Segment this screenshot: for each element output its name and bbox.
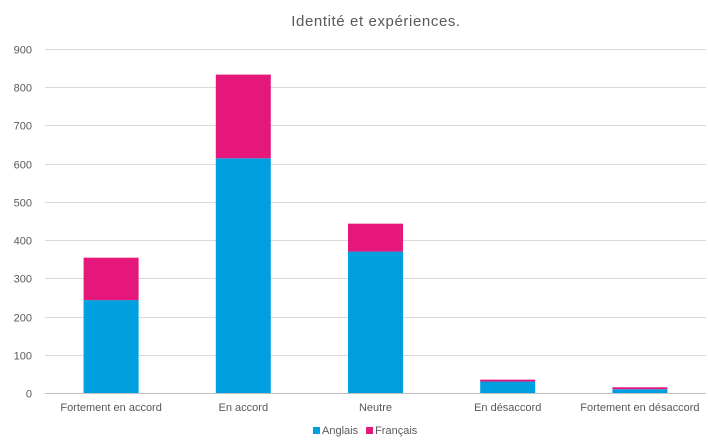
y-tick-label: 200	[14, 313, 32, 325]
bar-fran-ais-0	[83, 257, 139, 301]
bar-anglais-0	[83, 300, 139, 393]
bar-fran-ais-4	[612, 387, 668, 390]
x-category-label: Fortement en désaccord	[580, 402, 699, 414]
chart-title: Identité et expériences.	[291, 13, 461, 30]
y-tick-label: 0	[26, 389, 32, 401]
bar-anglais-1	[215, 158, 271, 393]
y-tick-label: 800	[14, 83, 32, 95]
bar-fran-ais-3	[480, 379, 536, 382]
bar-anglais-2	[348, 251, 403, 393]
y-tick-label: 300	[14, 274, 32, 286]
legend-label: Anglais	[322, 425, 359, 437]
x-category-label: Fortement en accord	[60, 402, 162, 414]
x-category-label: En désaccord	[474, 402, 541, 414]
y-axis-ticks: 0 100 200 300 400 500 600 700 800 900	[14, 45, 32, 401]
y-tick-label: 100	[14, 351, 32, 363]
y-tick-label: 500	[14, 198, 32, 210]
bar-fran-ais-2	[348, 223, 403, 252]
y-tick-label: 900	[14, 45, 32, 57]
x-axis-labels: Fortement en accord En accord Neutre En dés…	[60, 402, 699, 414]
y-tick-label: 700	[14, 121, 32, 133]
legend-swatch	[366, 427, 374, 434]
bars	[83, 74, 668, 393]
legend-swatch	[313, 427, 320, 434]
legend-label: Français	[375, 425, 418, 437]
y-tick-label: 400	[14, 236, 32, 248]
legend: Anglais Français	[313, 425, 418, 437]
y-tick-label: 600	[14, 160, 32, 172]
bar-anglais-4	[612, 389, 668, 393]
bar-fran-ais-1	[215, 74, 271, 159]
bar-anglais-3	[480, 381, 536, 393]
x-category-label: Neutre	[359, 402, 392, 414]
x-category-label: En accord	[219, 402, 269, 414]
